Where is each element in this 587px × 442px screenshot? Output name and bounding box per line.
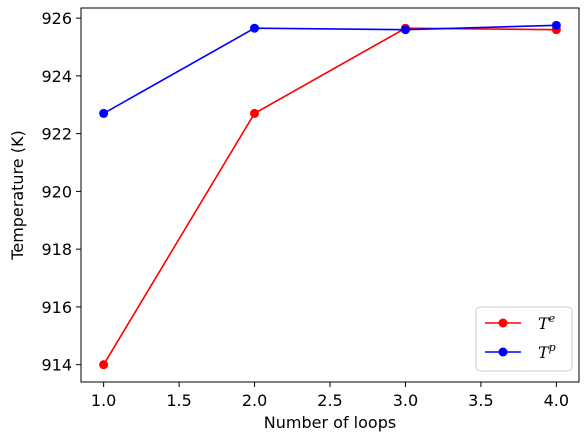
y-tick-label: 926: [41, 9, 72, 28]
x-tick-label: 3.0: [393, 391, 418, 410]
legend-label-0: Te: [538, 312, 556, 333]
series-layer: [99, 20, 561, 370]
legend-label-base: T: [538, 343, 550, 362]
legend-label-1: Tp: [538, 341, 556, 362]
x-axis: 1.0 1.5 2.0 2.5 3.0 3.5 4.0: [91, 382, 569, 410]
y-tick-label: 924: [41, 67, 72, 86]
x-tick-label: 2.0: [242, 391, 267, 410]
x-tick-label: 3.5: [468, 391, 493, 410]
legend-marker-0: [498, 318, 508, 328]
data-point-1-0: [99, 108, 109, 118]
legend-label-base: T: [538, 314, 550, 333]
data-point-0-1: [250, 108, 260, 118]
y-axis-label: Temperature (K): [8, 130, 27, 260]
y-tick-label: 918: [41, 240, 72, 259]
y-tick-label: 916: [41, 298, 72, 317]
data-point-0-0: [99, 360, 109, 370]
x-tick-label: 1.0: [91, 391, 116, 410]
data-point-1-3: [551, 20, 561, 30]
y-axis: 914 916 918 920 922 924 926: [41, 9, 81, 375]
plot-frame: [80, 7, 580, 383]
x-tick-label: 2.5: [317, 391, 342, 410]
legend-label-superscript: p: [549, 341, 556, 354]
x-axis-label: Number of loops: [264, 413, 396, 432]
y-tick-label: 914: [41, 356, 72, 375]
x-tick-label: 1.5: [166, 391, 191, 410]
legend-label-superscript: e: [549, 312, 556, 325]
y-tick-label: 920: [41, 182, 72, 201]
y-tick-label: 922: [41, 125, 72, 144]
series-line-1: [103, 24, 557, 115]
legend-box: [475, 306, 573, 372]
series-line-0: [102, 27, 557, 366]
x-tick-label: 4.0: [544, 391, 569, 410]
data-point-1-1: [250, 23, 260, 33]
legend-marker-1: [498, 347, 508, 357]
data-point-1-2: [400, 25, 410, 35]
